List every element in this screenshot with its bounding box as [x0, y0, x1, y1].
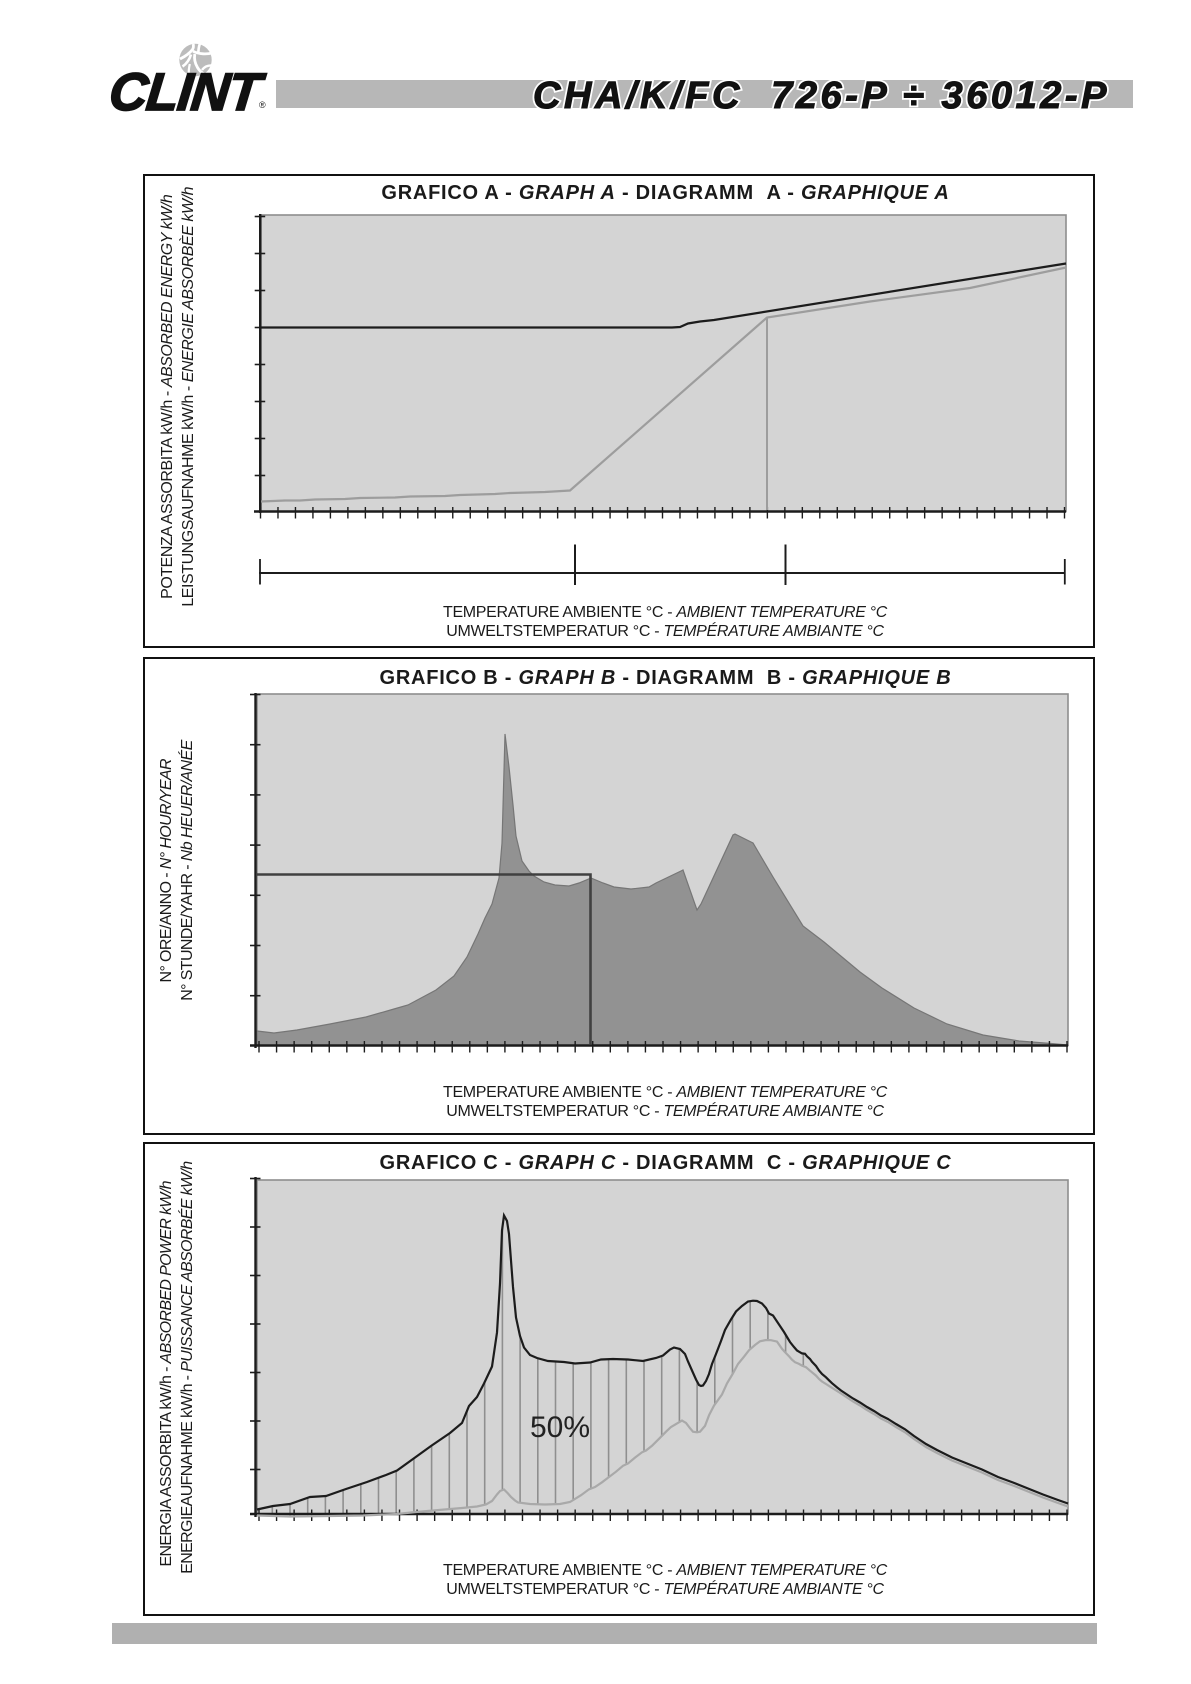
svg-text:CHA/K/FC 726-P ÷ 36012-P: CHA/K/FC 726-P ÷ 36012-P	[533, 75, 1110, 117]
svg-text:CHA/K/FC 726-P ÷ 36012-P: CHA/K/FC 726-P ÷ 36012-P	[533, 75, 1110, 117]
